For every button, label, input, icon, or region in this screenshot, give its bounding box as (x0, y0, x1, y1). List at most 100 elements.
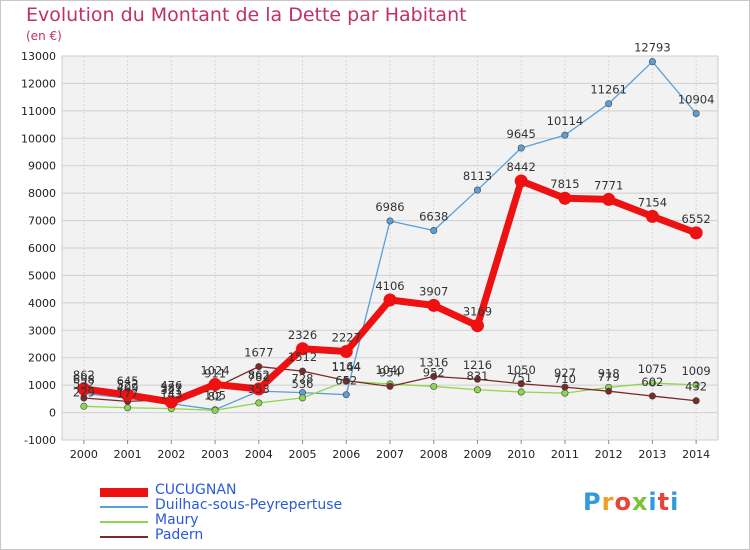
data-label: 728 (292, 372, 314, 386)
y-tick-label: 9000 (28, 160, 56, 173)
data-point (602, 192, 616, 206)
data-label: 1075 (638, 362, 667, 376)
data-point (561, 131, 569, 139)
x-tick-label: 2001 (114, 448, 142, 461)
x-tick-label: 2003 (201, 448, 229, 461)
legend-label: Duilhac-sous-Peyrepertuse (155, 497, 343, 513)
data-point (124, 404, 132, 412)
data-point (473, 186, 481, 194)
data-label: 954 (379, 365, 401, 379)
y-tick-label: 11000 (21, 105, 56, 118)
x-tick-label: 2002 (157, 448, 185, 461)
data-point (517, 388, 525, 396)
data-point (211, 406, 219, 414)
data-label: 652 (335, 374, 357, 388)
chart-title: Evolution du Montant de la Dette par Hab… (26, 4, 467, 26)
x-tick-label: 2013 (638, 448, 666, 461)
y-tick-label: 8000 (28, 187, 56, 200)
y-tick-label: 13000 (21, 50, 56, 63)
data-label: 831 (466, 369, 488, 383)
data-point (470, 319, 484, 333)
data-label: 387 (160, 381, 182, 395)
data-label: 7154 (638, 195, 667, 209)
chart-unit-label: (en €) (26, 29, 62, 43)
y-tick-label: 6000 (28, 242, 56, 255)
data-point (514, 174, 528, 188)
legend-swatch (100, 521, 148, 523)
data-label: 10114 (547, 114, 584, 128)
data-label: 12793 (634, 41, 671, 55)
data-label: 645 (117, 374, 139, 388)
data-point (299, 367, 307, 375)
y-tick-label: 10000 (21, 132, 56, 145)
data-label: 2227 (332, 330, 361, 344)
y-tick-label: 4000 (28, 297, 56, 310)
data-point (648, 58, 656, 66)
data-label: 8113 (463, 169, 492, 183)
legend-swatch (100, 506, 148, 508)
data-point (473, 375, 481, 383)
data-label: 1024 (200, 363, 229, 377)
x-tick-label: 2004 (245, 448, 273, 461)
data-label: 4106 (375, 279, 404, 293)
logo-letter: i (648, 488, 658, 516)
y-tick-label: 12000 (21, 77, 56, 90)
data-label: 82 (208, 389, 223, 403)
data-label: 143 (160, 388, 182, 402)
data-label: 229 (73, 385, 95, 399)
data-point (689, 226, 703, 240)
data-label: 1164 (332, 360, 361, 374)
data-label: 10904 (678, 92, 715, 106)
x-tick-label: 2012 (595, 448, 623, 461)
data-label: 532 (73, 377, 95, 391)
x-tick-label: 2011 (551, 448, 579, 461)
data-point (605, 100, 613, 108)
data-point (605, 387, 613, 395)
y-tick-label: 0 (49, 407, 56, 420)
data-label: 522 (117, 377, 139, 391)
data-point (386, 382, 394, 390)
data-label: 918 (598, 366, 620, 380)
data-point (517, 380, 525, 388)
data-point (692, 381, 700, 389)
data-label: 862 (73, 368, 95, 382)
data-label: 602 (641, 375, 663, 389)
data-label: 927 (554, 366, 576, 380)
data-label: 8442 (507, 160, 536, 174)
y-tick-label: 5000 (28, 269, 56, 282)
data-point (121, 388, 135, 402)
data-label: 6986 (375, 200, 404, 214)
data-label: 1677 (244, 346, 273, 360)
data-point (430, 382, 438, 390)
data-label: 177 (117, 387, 139, 401)
legend-label: Maury (155, 512, 199, 528)
data-point (648, 392, 656, 400)
data-point (208, 377, 222, 391)
data-point (517, 144, 525, 152)
y-tick-label: 1000 (28, 379, 56, 392)
logo-letter: r (601, 488, 615, 516)
data-point (430, 372, 438, 380)
legend-swatch (100, 536, 148, 538)
data-label: 7815 (550, 177, 579, 191)
data-point (164, 395, 178, 409)
data-label: 2326 (288, 328, 317, 342)
legend-swatch (100, 487, 148, 497)
data-point (648, 379, 656, 387)
data-point (342, 391, 350, 399)
data-label: 6552 (681, 212, 710, 226)
logo-letter: P (583, 488, 602, 516)
data-label: 698 (73, 372, 95, 386)
data-label: 779 (598, 370, 620, 384)
y-tick-label: 3000 (28, 324, 56, 337)
logo-letter: o (614, 488, 632, 516)
data-label: 1050 (507, 363, 536, 377)
x-tick-label: 2014 (682, 448, 710, 461)
data-label: 782 (248, 370, 270, 384)
data-label: 952 (423, 365, 445, 379)
data-point (383, 293, 397, 307)
x-tick-label: 2009 (463, 448, 491, 461)
data-label: 1040 (375, 363, 404, 377)
x-tick-label: 2010 (507, 448, 535, 461)
data-label: 321 (160, 383, 182, 397)
